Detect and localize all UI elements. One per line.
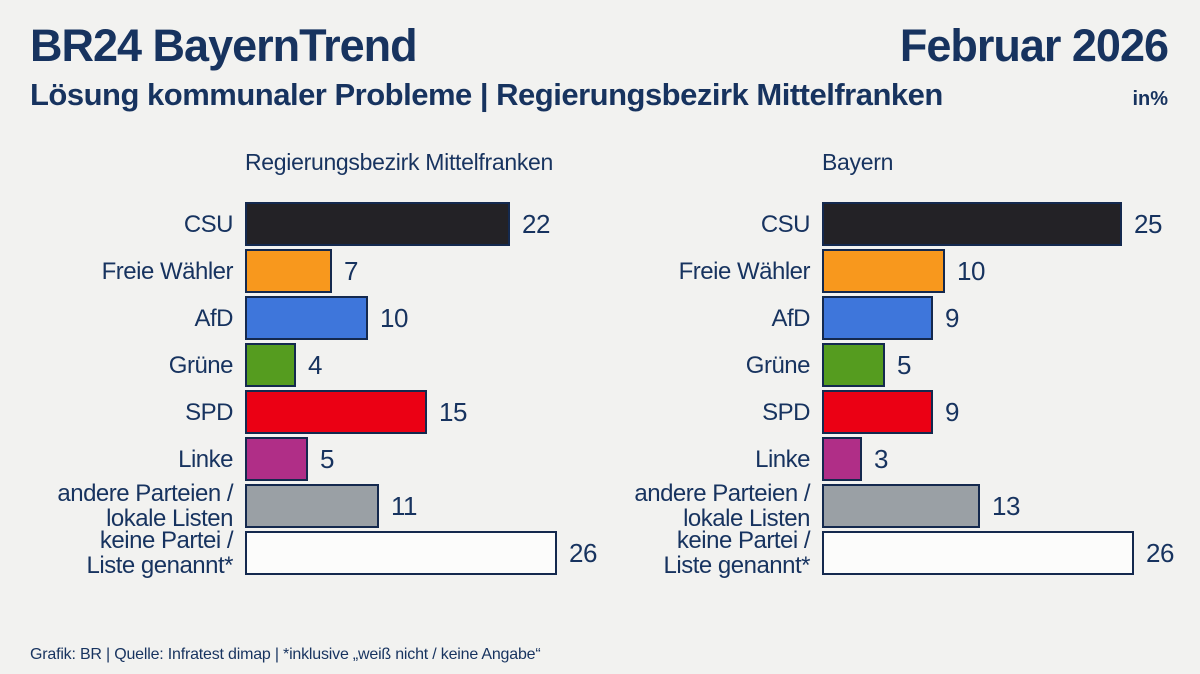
chart-row-andere: andere Parteien / lokale Listen 11 <box>30 480 595 533</box>
category-label: andere Parteien / lokale Listen <box>634 480 810 533</box>
source-credit: Grafik: BR | Quelle: Infratest dimap | *… <box>30 646 541 663</box>
chart-row-linke: Linke 5 <box>30 437 595 482</box>
category-label: CSU <box>760 210 811 238</box>
value-label: 26 <box>569 537 597 568</box>
category-label: AfD <box>771 304 810 332</box>
category-label: keine Partei / Liste genannt* <box>86 527 234 580</box>
chart-row-linke: Linke 3 <box>607 437 1172 482</box>
chart-title-mittelfranken: Regierungsbezirk Mittelfranken <box>245 149 554 176</box>
subtitle: Lösung kommunaler Probleme | Regierungsb… <box>30 76 943 112</box>
title-row: BR24 BayernTrend Februar 2026 <box>30 20 1169 71</box>
charts-container: Regierungsbezirk Mittelfranken CSU 22 Frei… <box>0 148 1200 578</box>
bar-linke <box>245 437 308 482</box>
bar-andere <box>245 484 379 529</box>
category-label: Linke <box>755 445 810 473</box>
category-label: CSU <box>183 210 234 238</box>
chart-row-spd: SPD 9 <box>607 390 1172 435</box>
header: BR24 BayernTrend Februar 2026 Lösung kom… <box>0 0 1200 112</box>
category-label: andere Parteien / lokale Listen <box>57 480 233 533</box>
value-label: 10 <box>957 255 985 286</box>
bar-andere <box>822 484 980 529</box>
bar-gruene <box>822 343 885 388</box>
chart-row-spd: SPD 15 <box>30 390 595 435</box>
bar-spd <box>822 390 933 435</box>
category-label: Freie Wähler <box>678 257 811 285</box>
value-label: 4 <box>308 349 322 380</box>
value-label: 22 <box>522 208 550 239</box>
chart-row-gruene: Grüne 4 <box>30 343 595 388</box>
unit-label: in% <box>1132 87 1168 110</box>
chart-row-afd: AfD 10 <box>30 296 595 341</box>
bar-spd <box>245 390 427 435</box>
category-label: Grüne <box>168 351 234 379</box>
bar-freie-waehler <box>822 249 945 294</box>
value-label: 3 <box>874 443 888 474</box>
value-label: 5 <box>897 349 911 380</box>
chart-row-gruene: Grüne 5 <box>607 343 1172 388</box>
chart-row-csu: CSU 22 <box>30 202 595 247</box>
chart-bayern: Bayern CSU 25 Freie Wähler 10 AfD 9 Grüne 5 SPD 9… <box>607 148 1175 580</box>
chart-row-afd: AfD 9 <box>607 296 1172 341</box>
chart-title-bayern: Bayern <box>822 149 894 176</box>
page-title: BR24 BayernTrend <box>30 20 418 71</box>
chart-rows-bayern: CSU 25 Freie Wähler 10 AfD 9 Grüne 5 SPD 9 Linke 3 a… <box>607 202 1175 580</box>
bar-csu <box>245 202 510 247</box>
value-label: 15 <box>439 396 467 427</box>
subtitle-row: Lösung kommunaler Probleme | Regierungsb… <box>30 77 1168 113</box>
chart-row-keine: keine Partei / Liste genannt* 26 <box>30 527 598 580</box>
chart-mittelfranken: Regierungsbezirk Mittelfranken CSU 22 Frei… <box>30 148 598 580</box>
value-label: 9 <box>945 396 959 427</box>
chart-row-andere: andere Parteien / lokale Listen 13 <box>607 480 1172 533</box>
bar-csu <box>822 202 1122 247</box>
value-label: 25 <box>1134 208 1162 239</box>
bar-freie-waehler <box>245 249 332 294</box>
value-label: 10 <box>380 302 408 333</box>
value-label: 5 <box>320 443 334 474</box>
bar-keine <box>822 531 1134 576</box>
chart-row-keine: keine Partei / Liste genannt* 26 <box>607 527 1175 580</box>
bar-linke <box>822 437 862 482</box>
chart-rows-mittelfranken: CSU 22 Freie Wähler 7 AfD 10 Grüne 4 SPD 15 Linke 5… <box>30 202 598 580</box>
category-label: Linke <box>178 445 233 473</box>
category-label: keine Partei / Liste genannt* <box>663 527 811 580</box>
chart-row-freie-waehler: Freie Wähler 10 <box>607 249 1172 294</box>
bar-keine <box>245 531 557 576</box>
value-label: 26 <box>1146 537 1174 568</box>
bar-afd <box>245 296 368 341</box>
date-label: Februar 2026 <box>899 20 1169 71</box>
value-label: 9 <box>945 302 959 333</box>
value-label: 13 <box>992 490 1020 521</box>
category-label: SPD <box>762 398 810 426</box>
chart-row-csu: CSU 25 <box>607 202 1172 247</box>
value-label: 7 <box>344 255 358 286</box>
category-label: Freie Wähler <box>101 257 234 285</box>
chart-row-freie-waehler: Freie Wähler 7 <box>30 249 595 294</box>
category-label: SPD <box>185 398 233 426</box>
value-label: 11 <box>391 490 418 521</box>
category-label: AfD <box>194 304 233 332</box>
category-label: Grüne <box>745 351 811 379</box>
bar-afd <box>822 296 933 341</box>
bar-gruene <box>245 343 296 388</box>
